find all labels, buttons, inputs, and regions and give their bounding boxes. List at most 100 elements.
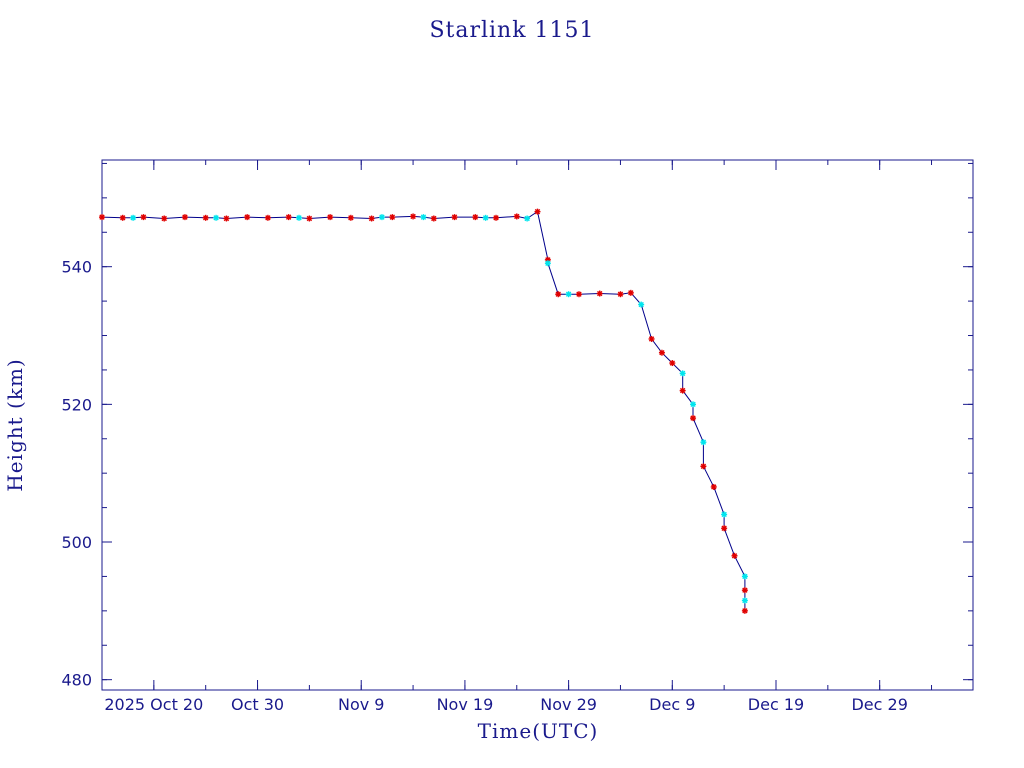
data-point-stroke: [120, 215, 126, 221]
chart-title: Starlink 1151: [429, 18, 594, 43]
x-axis: 2025 Oct 20 Oct 30 Nov 9 Nov 19 Nov 29 Dec 9 D…: [101, 160, 933, 714]
data-point-stroke: [617, 291, 624, 297]
data-point-stroke: [700, 463, 707, 469]
data-point-stroke: [451, 214, 458, 220]
data-point-stroke: [482, 215, 489, 221]
data-point-stroke: [700, 439, 707, 445]
data-point: [648, 335, 655, 342]
x-tick-label: Dec 29: [851, 695, 907, 714]
data-point: [378, 214, 385, 221]
data-point-stroke: [648, 336, 655, 342]
data-point: [347, 214, 354, 221]
data-point: [700, 463, 707, 470]
data-point-stroke: [420, 214, 427, 220]
series-layer: [99, 208, 748, 614]
data-point-stroke: [514, 213, 520, 220]
data-point: [306, 215, 313, 222]
data-point: [638, 301, 645, 308]
data-point-stroke: [223, 215, 230, 222]
data-point-stroke: [213, 215, 219, 221]
data-point: [285, 214, 292, 221]
data-point: [368, 215, 375, 222]
data-point-stroke: [731, 553, 738, 559]
y-tick-label: 540: [61, 258, 92, 277]
data-point-stroke: [555, 291, 561, 297]
data-point-stroke: [742, 597, 748, 604]
data-point-stroke: [431, 215, 437, 222]
data-point: [244, 214, 251, 221]
data-point: [741, 597, 748, 604]
data-point-stroke: [99, 214, 105, 220]
data-point-stroke: [306, 215, 313, 222]
data-point-stroke: [130, 215, 136, 221]
data-point-stroke: [679, 387, 686, 394]
data-point: [721, 525, 728, 532]
data-point: [524, 215, 531, 222]
series-line: [101, 210, 746, 611]
data-point-stroke: [742, 608, 748, 614]
data-point: [534, 208, 541, 215]
x-tick-label: Nov 19: [437, 695, 494, 714]
data-point: [690, 401, 697, 408]
data-point-stroke: [327, 214, 333, 220]
data-point: [741, 587, 748, 594]
data-point: [99, 214, 105, 221]
data-point-stroke: [296, 215, 302, 221]
data-point-stroke: [690, 415, 696, 421]
data-point: [482, 214, 489, 221]
y-tick-label: 500: [61, 533, 92, 552]
data-point-stroke: [628, 290, 634, 296]
data-point: [679, 387, 686, 394]
data-point-stroke: [524, 215, 530, 222]
data-point-stroke: [348, 215, 354, 221]
data-point: [140, 214, 147, 221]
data-point: [119, 214, 126, 221]
data-point-stroke: [161, 215, 167, 222]
data-point: [555, 291, 562, 298]
data-point: [741, 573, 748, 580]
data-point-stroke: [534, 208, 541, 215]
data-point-stroke: [410, 213, 416, 220]
data-point: [669, 360, 676, 367]
data-point: [544, 260, 551, 267]
data-point: [451, 214, 458, 221]
data-point: [700, 439, 707, 446]
data-point: [130, 214, 137, 221]
data-point: [410, 213, 417, 220]
data-point: [327, 214, 334, 221]
data-point-stroke: [669, 360, 675, 366]
data-point-stroke: [659, 350, 665, 356]
data-point-stroke: [379, 214, 385, 220]
data-point: [575, 291, 582, 298]
data-point-stroke: [545, 260, 551, 266]
data-point-stroke: [493, 215, 499, 221]
data-point-stroke: [638, 301, 644, 308]
data-point: [617, 291, 624, 298]
data-point: [627, 289, 634, 296]
data-point: [430, 215, 437, 222]
data-point-stroke: [721, 525, 727, 531]
data-point-stroke: [202, 215, 209, 221]
data-point-stroke: [711, 484, 717, 490]
data-point: [296, 214, 303, 221]
data-point: [731, 552, 738, 559]
data-point-stroke: [690, 401, 696, 408]
data-point: [493, 214, 500, 221]
data-point: [565, 291, 572, 298]
data-point-stroke: [244, 214, 250, 220]
data-point: [181, 214, 188, 221]
data-point-stroke: [679, 370, 686, 377]
data-point: [741, 607, 748, 614]
x-tick-label: Dec 9: [649, 695, 695, 714]
plot-frame: [101, 159, 974, 691]
data-point-stroke: [285, 214, 292, 220]
data-point: [513, 213, 520, 220]
data-point-stroke: [721, 511, 727, 518]
data-point-stroke: [742, 573, 748, 580]
x-tick-label: Dec 19: [748, 695, 804, 714]
y-axis: 480 500 520 540: [61, 162, 973, 690]
plot-area: [101, 159, 974, 691]
data-point: [264, 214, 271, 221]
data-point: [690, 415, 697, 422]
